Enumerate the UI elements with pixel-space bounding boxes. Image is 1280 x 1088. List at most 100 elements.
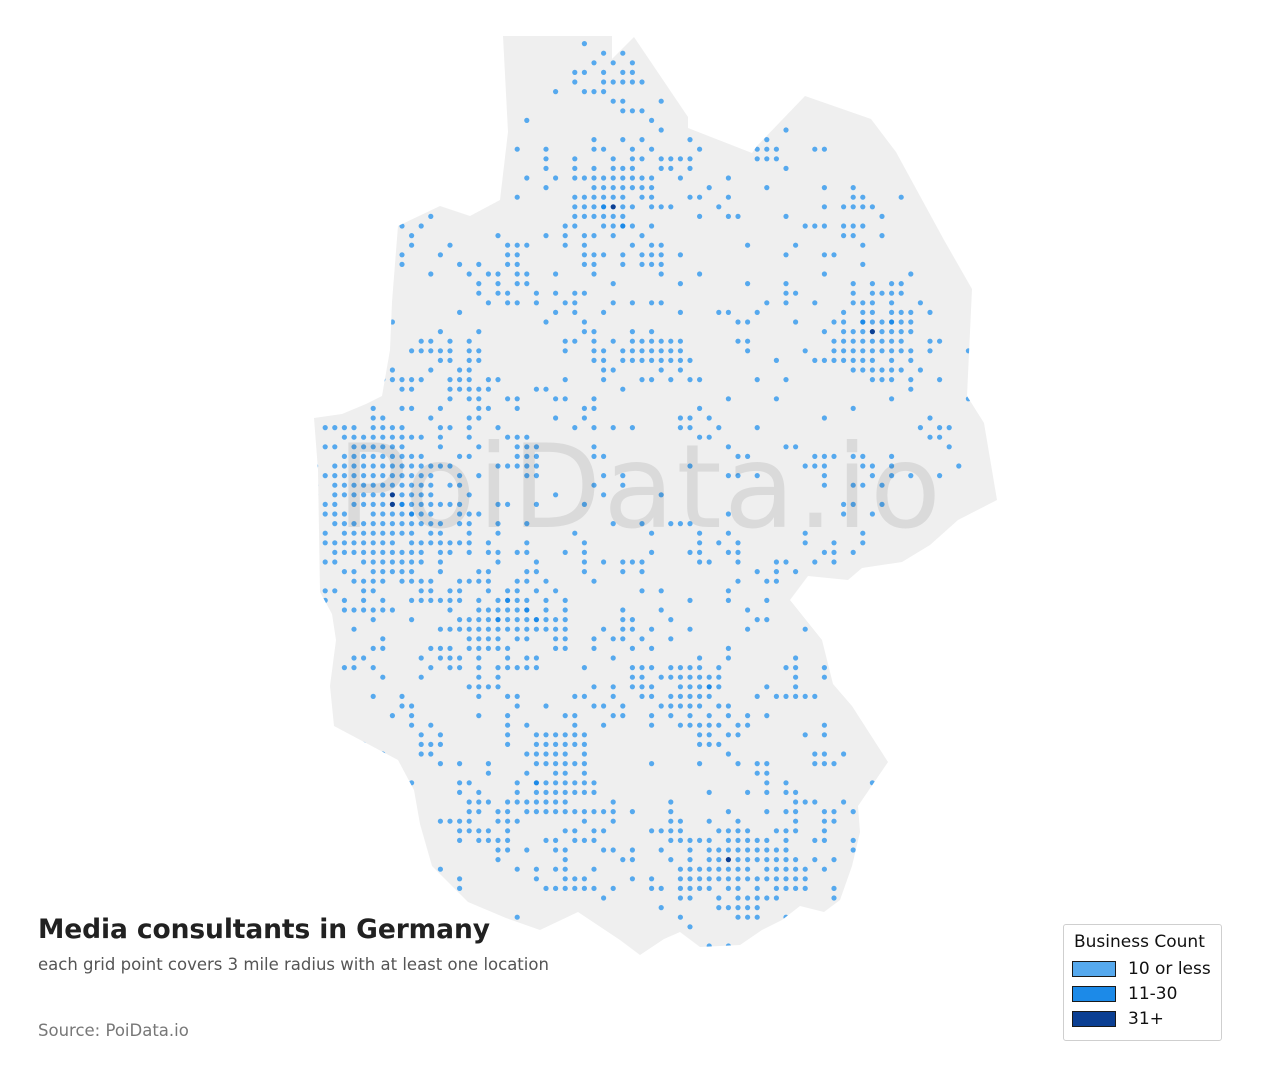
grid-point <box>677 837 684 844</box>
grid-point <box>389 377 395 383</box>
grid-point <box>351 569 357 575</box>
grid-point <box>514 261 520 267</box>
grid-point <box>850 809 856 815</box>
grid-point <box>409 559 415 565</box>
map-subtitle: each grid point covers 3 mile radius wit… <box>38 954 549 974</box>
grid-point <box>437 521 443 527</box>
grid-point <box>380 492 386 498</box>
grid-point <box>706 674 712 680</box>
grid-point <box>428 271 434 277</box>
grid-point <box>322 597 328 604</box>
grid-point <box>956 79 962 85</box>
legend-item-high: 31+ <box>1072 1006 1211 1031</box>
grid-point <box>581 837 588 844</box>
grid-point <box>533 789 540 796</box>
grid-point <box>620 703 626 709</box>
grid-point <box>860 453 866 459</box>
grid-point <box>581 233 588 239</box>
grid-point <box>658 885 664 892</box>
grid-point <box>610 233 616 239</box>
grid-point <box>543 799 549 805</box>
grid-point <box>706 41 712 47</box>
grid-point <box>476 405 482 411</box>
grid-point <box>466 540 472 546</box>
grid-point <box>677 895 684 901</box>
grid-point <box>764 876 770 882</box>
grid-point <box>524 175 530 181</box>
grid-point <box>754 309 760 315</box>
grid-point <box>898 338 904 344</box>
grid-point <box>418 463 424 469</box>
grid-point <box>697 732 703 738</box>
grid-point <box>476 444 482 450</box>
grid-point <box>457 837 463 844</box>
grid-point <box>658 300 664 306</box>
grid-point <box>946 425 952 431</box>
grid-point <box>793 885 799 892</box>
grid-point <box>687 674 693 680</box>
grid-point <box>322 444 328 450</box>
grid-point <box>495 521 501 527</box>
grid-point <box>505 252 511 258</box>
grid-point <box>821 453 828 459</box>
grid-point <box>495 290 501 296</box>
grid-point <box>581 329 588 335</box>
grid-point <box>754 905 760 911</box>
grid-point <box>485 549 491 556</box>
grid-point <box>533 780 540 786</box>
grid-point <box>639 674 645 680</box>
grid-point <box>725 828 732 834</box>
grid-point <box>524 847 530 853</box>
grid-point <box>764 156 770 162</box>
grid-point <box>783 866 789 872</box>
grid-point <box>629 876 636 882</box>
grid-point <box>428 645 434 652</box>
grid-point <box>773 857 780 863</box>
grid-point <box>821 185 828 191</box>
grid-point <box>754 847 760 853</box>
grid-point <box>639 108 645 114</box>
grid-point <box>399 444 405 450</box>
grid-point <box>303 847 308 852</box>
grid-point <box>629 69 636 75</box>
grid-point <box>629 156 636 162</box>
grid-point <box>908 357 914 363</box>
grid-point <box>591 175 597 181</box>
grid-point <box>687 425 693 431</box>
grid-point <box>821 482 828 488</box>
grid-point <box>514 597 520 604</box>
grid-point <box>956 885 962 892</box>
grid-point <box>889 309 895 315</box>
grid-point <box>610 521 616 527</box>
grid-point <box>860 223 866 229</box>
grid-point <box>447 501 453 507</box>
grid-point <box>389 319 395 325</box>
grid-point <box>341 453 347 459</box>
grid-point <box>562 597 568 604</box>
grid-point <box>514 396 520 402</box>
grid-point <box>409 434 415 440</box>
grid-point <box>332 405 338 411</box>
grid-point <box>793 655 799 661</box>
grid-point <box>697 674 703 680</box>
grid-point <box>889 281 895 287</box>
grid-point <box>725 847 732 853</box>
grid-point <box>773 876 780 882</box>
grid-point <box>553 770 559 776</box>
grid-point <box>524 540 530 546</box>
grid-point <box>869 281 876 287</box>
grid-point <box>476 473 482 479</box>
grid-point <box>850 281 856 287</box>
grid-point <box>802 348 808 354</box>
grid-point <box>869 463 876 469</box>
grid-point <box>322 501 328 507</box>
grid-point <box>524 463 530 469</box>
grid-point <box>668 799 674 805</box>
grid-point <box>466 511 472 517</box>
grid-point <box>447 588 453 594</box>
grid-point <box>860 261 866 267</box>
grid-point <box>677 665 684 671</box>
grid-point <box>965 127 972 133</box>
grid-point <box>447 645 453 652</box>
grid-point <box>418 732 424 738</box>
